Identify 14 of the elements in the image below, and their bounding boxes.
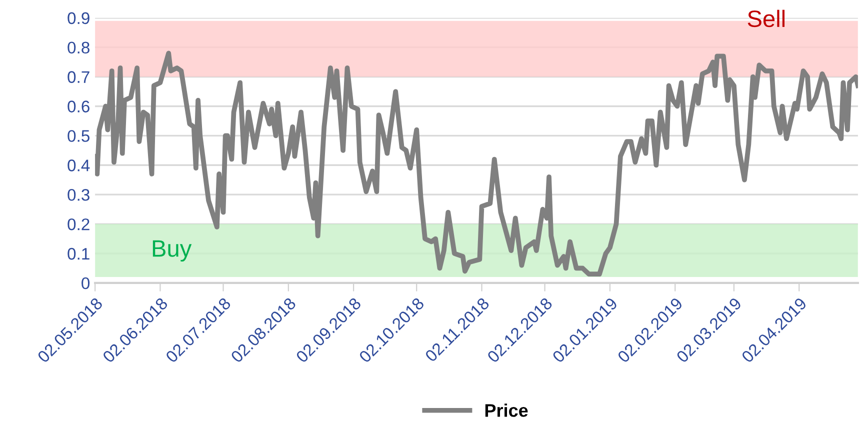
y-tick-label: 0.8 [68,42,90,54]
line-series [95,50,858,277]
y-tick-label: 0.6 [68,100,90,112]
y-tick-label: 0 [82,277,90,290]
legend-label: Price [485,404,528,417]
y-tick-label: 0.5 [68,130,90,142]
y-tick-label: 0.9 [68,12,90,24]
y-tick-label: 0.1 [68,248,90,260]
y-tick-label: 0.7 [68,71,90,83]
band-label: Buy [152,240,192,262]
y-tick-label: 0.3 [68,188,90,201]
y-tick-label: 0.4 [68,160,90,172]
band-label: Sell [748,10,785,28]
y-tick-label: 0.2 [68,218,90,230]
